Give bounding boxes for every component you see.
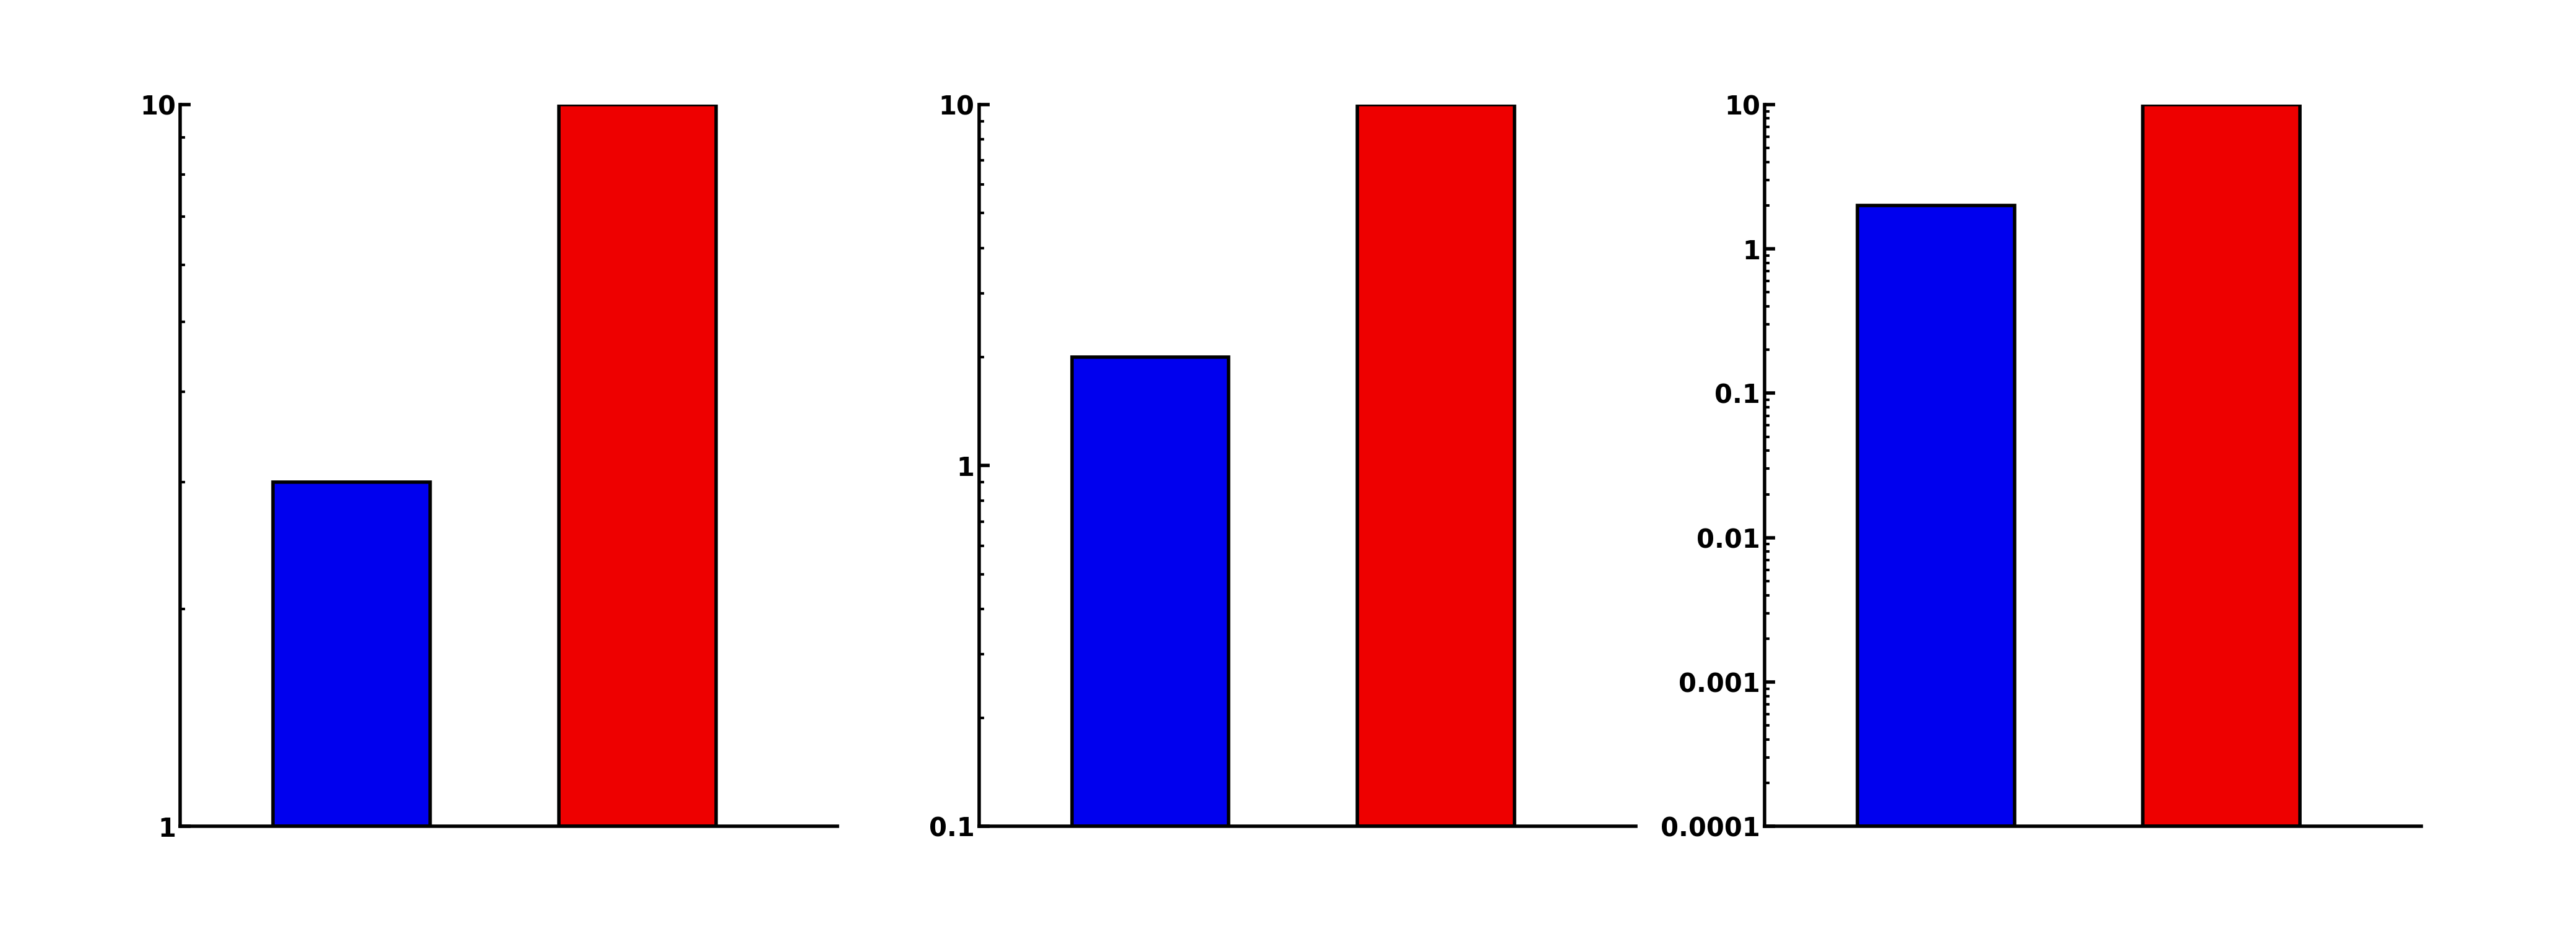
- Bar: [2143, 104, 2300, 826]
- Bar: [1857, 205, 2014, 827]
- Bar: [1358, 104, 1515, 826]
- Bar: [559, 104, 716, 826]
- Bar: [273, 482, 430, 826]
- Bar: [1072, 357, 1229, 826]
